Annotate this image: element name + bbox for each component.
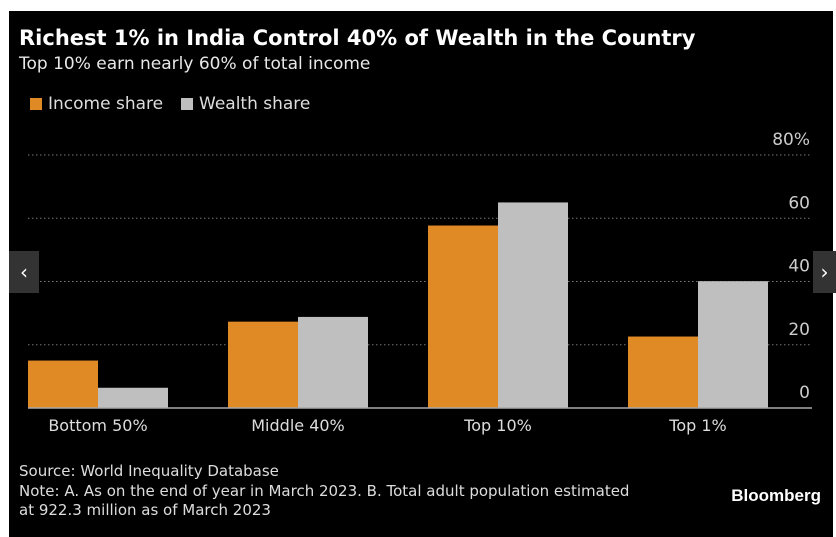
next-button[interactable]: ›	[813, 251, 836, 293]
bar-income	[228, 321, 298, 408]
legend-income: Income share	[30, 94, 163, 114]
chart-subtitle: Top 10% earn nearly 60% of total income	[19, 54, 371, 74]
legend-swatch-wealth	[181, 98, 193, 110]
bar-wealth	[498, 202, 568, 408]
chart-title: Richest 1% in India Control 40% of Wealt…	[19, 26, 696, 50]
legend-wealth: Wealth share	[181, 94, 310, 114]
x-tick-label: Top 1%	[668, 416, 726, 435]
y-tick-label: 20	[788, 320, 810, 340]
bar-income	[428, 225, 498, 408]
note-line-1: Note: A. As on the end of year in March …	[19, 482, 630, 500]
prev-button[interactable]: ‹	[9, 251, 39, 293]
bloomberg-logo: Bloomberg	[731, 486, 821, 505]
bar-income	[28, 360, 98, 408]
y-tick-label: 40	[788, 257, 810, 277]
bar-income	[628, 336, 698, 408]
source-text: Source: World Inequality Database	[19, 462, 279, 480]
bar-wealth	[698, 281, 768, 408]
legend-label-income: Income share	[48, 94, 164, 114]
legend-label-wealth: Wealth share	[199, 94, 311, 114]
legend-swatch-income	[30, 98, 42, 110]
chevron-right-icon: ›	[820, 260, 829, 284]
y-tick-label: 0	[799, 383, 810, 403]
chart-frame	[9, 11, 833, 537]
x-tick-label: Top 10%	[463, 416, 532, 435]
bar-wealth	[98, 387, 168, 408]
note-line-2: at 922.3 million as of March 2023	[19, 501, 271, 519]
x-tick-label: Middle 40%	[251, 416, 345, 435]
y-tick-label: 60	[788, 193, 810, 213]
y-tick-label: 80%	[772, 130, 810, 150]
bar-wealth	[298, 316, 368, 408]
chevron-left-icon: ‹	[20, 260, 28, 284]
x-tick-label: Bottom 50%	[48, 416, 147, 435]
